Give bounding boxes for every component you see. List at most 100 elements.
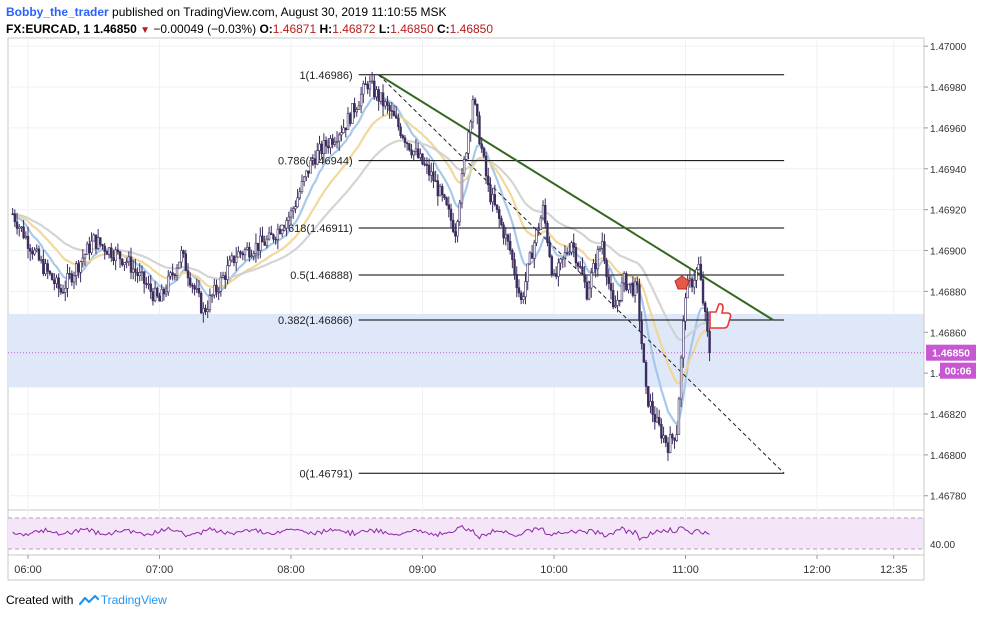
candle-body — [59, 288, 63, 293]
candle-body — [316, 150, 319, 165]
candle-body — [226, 265, 229, 280]
symbol-label[interactable]: FX:EURCAD, 1 — [6, 22, 91, 36]
open-label: O: — [259, 22, 273, 36]
candle-body — [508, 240, 512, 251]
fib-label-2: 0.618(1.46911) — [279, 223, 353, 235]
candle-body — [364, 83, 367, 86]
candle-body — [287, 216, 291, 221]
candle-body — [140, 271, 144, 274]
candle-body — [392, 110, 396, 117]
candle-body — [217, 290, 220, 293]
candle-body — [11, 213, 14, 216]
candle-body — [458, 202, 461, 222]
candle-body — [324, 140, 328, 147]
candle-body — [232, 255, 236, 263]
candle-body — [471, 99, 475, 123]
candle-body — [75, 263, 78, 276]
price-tick-label: 1.46980 — [930, 83, 967, 94]
candle-body — [633, 281, 637, 296]
candle-body — [366, 84, 369, 90]
published-info: published on TradingView.com, August 30,… — [112, 5, 447, 19]
candle-body — [616, 299, 619, 306]
candle-body — [381, 92, 385, 107]
candle-body — [370, 80, 374, 83]
close-value: 1.46850 — [449, 22, 494, 36]
countdown-tag — [940, 362, 976, 379]
thumbs-up-icon — [709, 303, 732, 329]
candle-body — [541, 204, 545, 219]
trendline[interactable] — [378, 73, 774, 321]
candle-body — [704, 302, 707, 312]
candle-body — [263, 241, 266, 246]
price-tick-label: 1.46860 — [930, 328, 967, 339]
time-tick-label: 11:00 — [672, 564, 699, 576]
candle-body — [548, 242, 551, 257]
candle-body — [294, 206, 297, 210]
candle-body — [609, 283, 613, 291]
candle-body — [677, 398, 681, 435]
candle-body — [254, 242, 258, 255]
last-price: 1.46850 — [93, 22, 137, 36]
price-change: −0.00049 (−0.03%) — [153, 22, 257, 36]
candle-body — [640, 320, 643, 344]
candle-body — [145, 283, 148, 285]
dashed-projection-line[interactable] — [378, 74, 785, 474]
candle-body — [537, 229, 540, 231]
candle-body — [544, 204, 547, 224]
candle-body — [682, 320, 685, 359]
candle-body — [708, 330, 711, 353]
candle-body — [318, 143, 321, 151]
candle-body — [72, 275, 76, 283]
candle-body — [465, 152, 468, 160]
candle-body — [357, 105, 361, 110]
candle-body — [116, 249, 120, 253]
candle-body — [213, 284, 216, 296]
candle-body — [167, 275, 170, 293]
candlesticks — [11, 71, 711, 461]
candle-body — [195, 288, 198, 290]
candle-body — [478, 115, 481, 145]
candle-body — [695, 269, 698, 281]
author-name[interactable]: Bobby_the_trader — [6, 5, 109, 19]
candle-body — [285, 220, 288, 229]
candle-body — [587, 287, 591, 300]
low-label: L: — [378, 22, 391, 36]
fib-label-5: 0(1.46791) — [299, 468, 352, 480]
candle-body — [625, 273, 628, 291]
candle-body — [690, 278, 694, 288]
tradingview-link[interactable]: TradingView — [100, 593, 167, 607]
candle-body — [313, 158, 317, 165]
candle-body — [307, 170, 310, 174]
candle-body — [44, 263, 47, 275]
candle-body — [202, 307, 205, 314]
candle-body — [576, 262, 580, 267]
candle-body — [493, 194, 497, 206]
price-tags: 1.46850 00:06 — [926, 344, 976, 379]
fib-label-4: 0.382(1.46866) — [278, 315, 353, 327]
candle-body — [552, 273, 556, 275]
candle-body — [607, 276, 610, 284]
candle-body — [480, 143, 483, 149]
candle-body — [675, 434, 678, 441]
current-price-tag — [926, 344, 976, 361]
price-tick-label: 1.46960 — [930, 124, 967, 135]
candle-body — [697, 263, 700, 270]
candle-body — [550, 256, 554, 275]
candle-body — [441, 186, 444, 196]
candle-body — [668, 434, 672, 453]
candle-body — [590, 272, 593, 289]
candle-body — [603, 241, 606, 261]
candle-body — [79, 261, 82, 273]
candle-body — [204, 307, 207, 312]
pentagon-marker-icon — [674, 275, 690, 290]
candle-body — [64, 288, 67, 293]
candle-body — [219, 277, 223, 292]
candle-body — [160, 289, 163, 302]
candle-body — [153, 287, 157, 302]
candle-body — [22, 226, 25, 238]
grid — [7, 37, 925, 581]
candle-body — [565, 252, 569, 254]
candle-body — [267, 232, 271, 240]
candle-body — [270, 232, 273, 235]
